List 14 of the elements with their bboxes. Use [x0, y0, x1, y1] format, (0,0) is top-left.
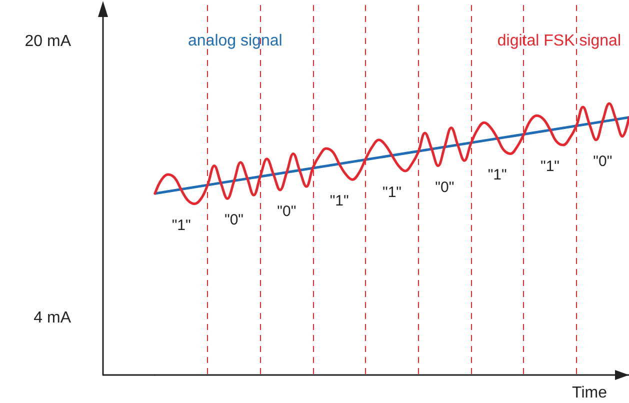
x-axis-title: Time — [572, 384, 608, 402]
text: analog signal — [188, 32, 282, 50]
y-tick-label: 20 mA — [24, 32, 72, 50]
annotation: "1" — [488, 166, 507, 184]
annotation: "0" — [224, 212, 244, 229]
annotation: "0" — [593, 152, 612, 170]
annotation: "1" — [540, 158, 560, 176]
annotation: "0" — [277, 203, 296, 220]
text: digital FSK signal — [497, 32, 622, 50]
annotation: "0" — [435, 178, 454, 196]
annotation: "1" — [172, 216, 191, 234]
annotation: "1" — [382, 184, 402, 201]
annotation: "1" — [330, 192, 349, 210]
y-tick-label: 4 mA — [34, 309, 72, 326]
